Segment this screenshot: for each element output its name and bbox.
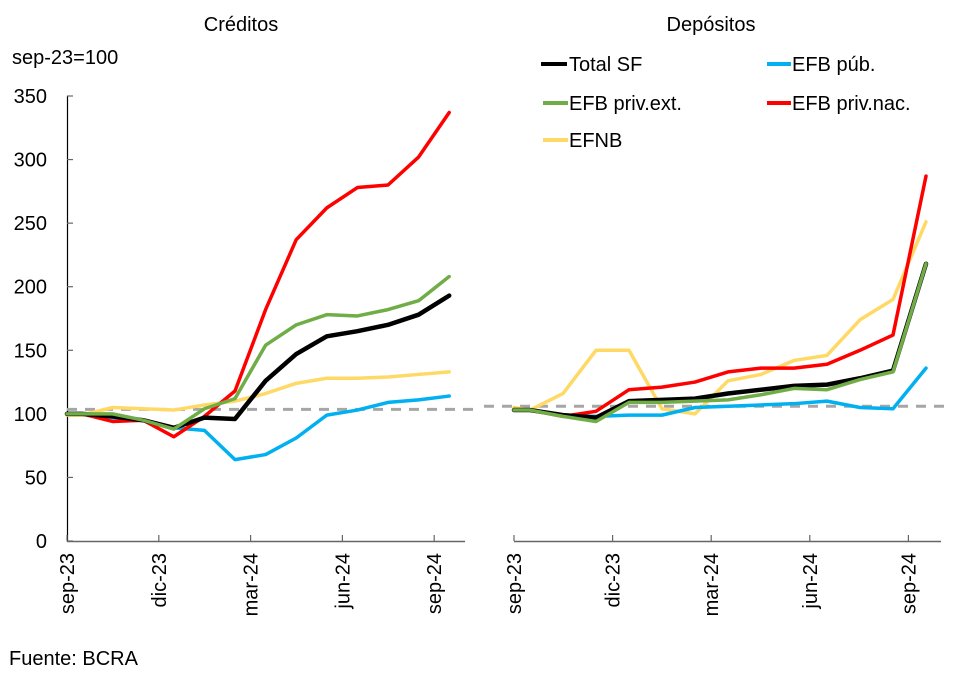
legend-label-efnb: EFNB [569,130,622,152]
legend-item-efb-pub: EFB púb. [767,54,875,76]
legend-label-efb-priv-nac: EFB priv.nac. [792,93,911,115]
y-tick-label: 200 [14,277,47,299]
x-tick-label: sep-23 [504,553,526,614]
reference-lines [67,404,950,411]
left-x-ticks: sep-23 dic-23 mar-24 jun-24 sep-24 [57,535,446,616]
left-axes [66,96,465,543]
depositos-series-total-sf [511,261,929,420]
y-tick-label: 300 [14,150,47,172]
x-tick-label: sep-24 [424,553,446,614]
creditos-series-efb-pub [65,394,451,462]
y-tick-label: 0 [36,531,47,553]
x-tick-label: mar-24 [241,553,263,616]
legend-label-efb-pub: EFB púb. [792,54,875,76]
legend-item-efnb: EFNB [543,130,622,152]
creditos-series-efb-priv-nac [65,110,451,439]
legend-item-total-sf: Total SF [541,54,642,76]
legend-label-total-sf: Total SF [569,54,642,76]
x-tick-label: sep-24 [898,553,920,614]
x-tick-label: dic-23 [149,553,171,607]
y-tick-label: 350 [14,86,47,108]
source-note: Fuente: BCRA [9,648,139,670]
x-tick-label: dic-23 [603,553,625,607]
legend-item-efb-priv-nac: EFB priv.nac. [767,93,911,115]
chart-title-depositos: Depósitos [667,14,756,36]
y-tick-label: 250 [14,213,47,235]
x-tick-label: jun-24 [332,553,354,610]
depositos-series-efb-priv-ext [512,262,928,424]
chart-title-creditos: Créditos [204,14,278,36]
left-y-ticks: 0 50 100 150 200 250 300 350 [14,86,73,553]
legend: Total SF EFB púb. EFB priv.ext. EFB priv… [541,54,911,152]
depositos-series-efb-priv-nac [512,174,928,419]
legend-label-efb-priv-ext: EFB priv.ext. [569,93,682,115]
right-x-ticks: sep-23 dic-23 mar-24 jun-24 sep-24 [504,535,920,616]
creditos-series-efb-priv-ext [65,274,451,431]
x-tick-label: sep-23 [57,553,79,614]
creditos-series-total-sf [64,293,452,431]
x-tick-label: mar-24 [701,553,723,616]
depositos-series-efnb [512,220,928,416]
depositos-series [511,174,929,424]
y-tick-label: 100 [14,404,47,426]
y-axis-unit-label: sep-23=100 [12,47,118,69]
y-tick-label: 50 [25,467,47,489]
creditos-series [64,110,452,462]
legend-item-efb-priv-ext: EFB priv.ext. [543,93,682,115]
y-tick-label: 150 [14,340,47,362]
x-tick-label: jun-24 [800,553,822,610]
